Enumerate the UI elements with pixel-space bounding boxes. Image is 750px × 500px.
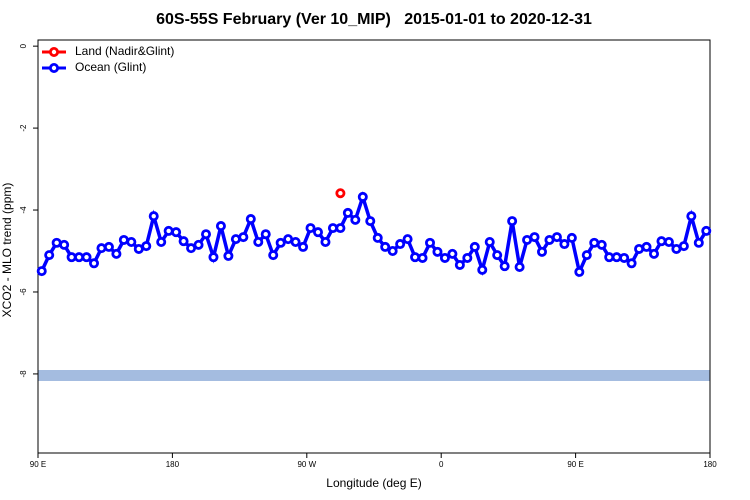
data-point xyxy=(298,241,309,252)
data-point xyxy=(626,258,637,269)
data-point xyxy=(223,250,234,261)
data-point xyxy=(253,236,264,247)
coverage-band xyxy=(38,370,710,381)
plot-frame xyxy=(37,39,711,454)
data-point xyxy=(581,250,592,261)
x-tick-label: 180 xyxy=(703,460,717,469)
x-tick-label: 90 E xyxy=(567,460,583,469)
data-point xyxy=(44,250,55,261)
data-point xyxy=(566,232,577,243)
data-point xyxy=(342,207,353,218)
data-point xyxy=(268,250,279,261)
data-point xyxy=(260,229,271,240)
data-point xyxy=(350,214,361,225)
data-point xyxy=(275,237,286,248)
data-point xyxy=(596,239,607,250)
data-point xyxy=(611,252,622,263)
data-point xyxy=(148,211,159,222)
data-point xyxy=(492,250,503,261)
data-point xyxy=(372,232,383,243)
data-point xyxy=(641,241,652,252)
data-point xyxy=(424,237,435,248)
data-point xyxy=(484,236,495,247)
x-tick-label: 0 xyxy=(439,460,444,469)
data-point xyxy=(649,248,660,259)
data-point xyxy=(529,232,540,243)
data-point xyxy=(357,191,368,202)
data-point xyxy=(59,239,70,250)
x-axis-label: Longitude (deg E) xyxy=(326,476,421,490)
y-tick-label: -8 xyxy=(19,370,28,378)
data-point xyxy=(365,216,376,227)
data-point xyxy=(186,243,197,254)
data-point xyxy=(402,234,413,245)
data-point xyxy=(447,248,458,259)
y-axis-label: XCO2 - MLO trend (ppm) xyxy=(0,183,14,318)
data-point xyxy=(656,236,667,247)
x-tick-label: 90 E xyxy=(30,460,46,469)
data-point xyxy=(215,221,226,232)
data-point xyxy=(559,239,570,250)
data-point xyxy=(335,188,346,199)
data-point xyxy=(141,241,152,252)
data-point xyxy=(619,252,630,263)
chart-title: 60S-55S February (Ver 10_MIP) 2015-01-01… xyxy=(156,11,592,28)
data-point xyxy=(574,266,585,277)
data-point xyxy=(111,248,122,259)
data-point xyxy=(693,237,704,248)
data-point xyxy=(514,261,525,272)
x-tick-label: 180 xyxy=(166,460,180,469)
data-point xyxy=(477,264,488,275)
data-point xyxy=(462,252,473,263)
data-point xyxy=(454,259,465,270)
data-point xyxy=(81,252,92,263)
y-tick-label: -6 xyxy=(19,288,28,296)
data-point xyxy=(387,246,398,257)
data-point xyxy=(126,236,137,247)
y-tick-label: 0 xyxy=(19,43,28,48)
data-point xyxy=(163,225,174,236)
legend-label: Land (Nadir&Glint) xyxy=(75,44,174,58)
data-point xyxy=(678,241,689,252)
data-point xyxy=(395,239,406,250)
legend-marker xyxy=(49,63,60,74)
data-point xyxy=(193,239,204,250)
data-point xyxy=(208,252,219,263)
data-point xyxy=(290,236,301,247)
legend-label: Ocean (Glint) xyxy=(75,60,146,74)
data-point xyxy=(335,223,346,234)
x-tick-label: 90 W xyxy=(297,460,316,469)
data-point xyxy=(156,236,167,247)
data-point xyxy=(432,246,443,257)
data-point xyxy=(305,223,316,234)
data-point xyxy=(663,236,674,247)
data-point xyxy=(507,216,518,227)
data-point xyxy=(701,225,712,236)
y-tick-label: -4 xyxy=(19,206,28,214)
data-point xyxy=(439,252,450,263)
data-point xyxy=(96,243,107,254)
data-point xyxy=(410,252,421,263)
data-point xyxy=(469,241,480,252)
data-point xyxy=(245,214,256,225)
data-point xyxy=(103,241,114,252)
data-point xyxy=(499,261,510,272)
data-point xyxy=(171,227,182,238)
data-point xyxy=(178,236,189,247)
data-point xyxy=(551,232,562,243)
data-point xyxy=(200,229,211,240)
data-point xyxy=(537,246,548,257)
y-tick-label: -2 xyxy=(19,124,28,132)
data-point xyxy=(320,236,331,247)
legend-marker xyxy=(49,47,60,58)
data-point xyxy=(417,252,428,263)
data-point xyxy=(312,227,323,238)
data-point xyxy=(686,211,697,222)
data-point xyxy=(89,258,100,269)
data-point xyxy=(238,232,249,243)
data-point xyxy=(36,266,47,277)
data-point xyxy=(380,241,391,252)
